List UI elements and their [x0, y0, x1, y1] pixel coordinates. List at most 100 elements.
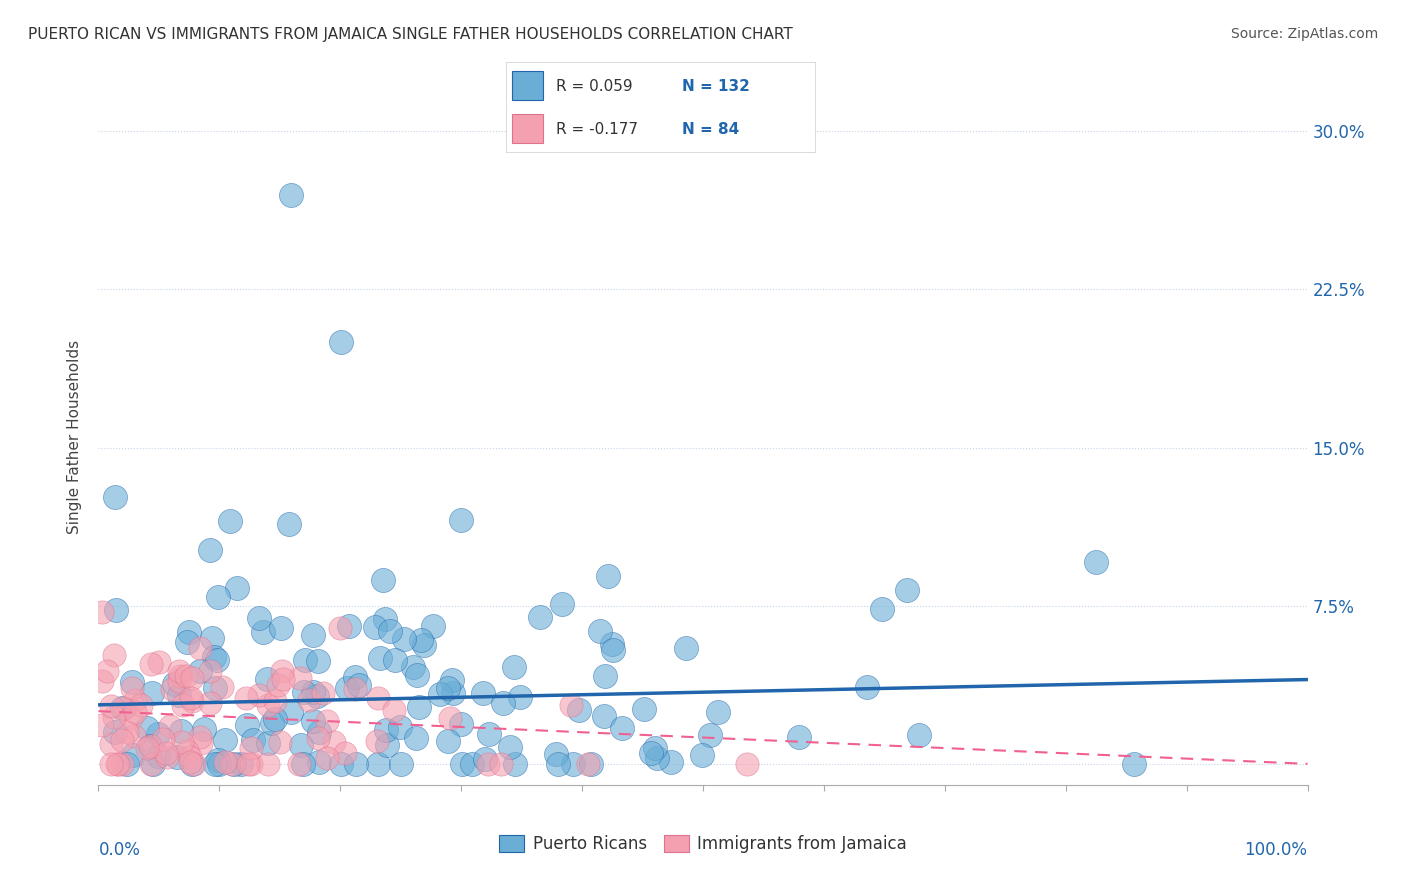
- Point: [111, 701, 134, 715]
- Point: [156, 750, 179, 764]
- Point: [96, 664, 118, 678]
- Point: [1122, 756, 1144, 771]
- Point: [405, 668, 427, 682]
- Point: [170, 735, 193, 749]
- Point: [207, 591, 229, 605]
- Point: [367, 756, 389, 771]
- Point: [105, 756, 128, 771]
- Point: [316, 751, 339, 765]
- Point: [264, 712, 287, 726]
- Point: [561, 756, 583, 771]
- Point: [450, 513, 472, 527]
- Point: [247, 688, 270, 702]
- Point: [193, 722, 215, 736]
- Point: [214, 733, 236, 747]
- Point: [389, 756, 412, 771]
- Point: [104, 603, 127, 617]
- Point: [329, 621, 352, 635]
- Point: [179, 749, 201, 764]
- Point: [260, 715, 283, 730]
- Point: [908, 728, 931, 742]
- Point: [236, 756, 259, 771]
- Point: [264, 694, 287, 708]
- Point: [174, 669, 197, 683]
- Point: [344, 682, 367, 697]
- Point: [375, 738, 398, 752]
- Point: [491, 756, 513, 771]
- Text: N = 132: N = 132: [682, 79, 751, 94]
- Point: [375, 723, 398, 738]
- Point: [257, 736, 280, 750]
- Text: N = 84: N = 84: [682, 122, 740, 136]
- Point: [402, 660, 425, 674]
- Point: [706, 706, 728, 720]
- Point: [307, 731, 329, 746]
- Point: [204, 681, 226, 695]
- Point: [870, 601, 893, 615]
- Point: [413, 639, 436, 653]
- Point: [394, 632, 416, 647]
- Point: [509, 690, 531, 705]
- Point: [441, 673, 464, 687]
- Point: [735, 756, 758, 771]
- Point: [492, 696, 515, 710]
- Point: [429, 687, 451, 701]
- Point: [290, 738, 312, 752]
- Point: [388, 720, 411, 734]
- Point: [148, 655, 170, 669]
- Point: [167, 674, 190, 689]
- Point: [291, 756, 314, 771]
- Point: [307, 654, 329, 668]
- Point: [337, 619, 360, 633]
- Point: [141, 686, 163, 700]
- Point: [408, 699, 430, 714]
- Point: [298, 692, 321, 706]
- Point: [478, 727, 501, 741]
- Point: [288, 756, 311, 771]
- Point: [329, 756, 352, 771]
- Text: R = -0.177: R = -0.177: [555, 122, 638, 136]
- Point: [115, 756, 138, 771]
- Point: [472, 685, 495, 699]
- Point: [135, 741, 157, 756]
- Point: [267, 678, 290, 692]
- Point: [124, 692, 146, 706]
- Point: [308, 724, 330, 739]
- Point: [229, 756, 252, 771]
- Point: [344, 756, 367, 771]
- Point: [112, 700, 135, 714]
- Point: [477, 756, 499, 771]
- Point: [598, 568, 620, 582]
- Point: [204, 756, 226, 771]
- Point: [640, 746, 662, 760]
- Point: [100, 737, 122, 751]
- Point: [560, 698, 582, 713]
- Point: [343, 670, 366, 684]
- Point: [602, 643, 624, 657]
- Text: R = 0.059: R = 0.059: [555, 79, 633, 94]
- Point: [600, 637, 623, 651]
- Point: [136, 722, 159, 736]
- Point: [450, 716, 472, 731]
- Point: [121, 675, 143, 690]
- Point: [172, 698, 194, 712]
- Point: [316, 714, 339, 729]
- Point: [294, 653, 316, 667]
- Point: [595, 669, 617, 683]
- Point: [405, 731, 427, 745]
- Point: [312, 686, 335, 700]
- Point: [188, 641, 211, 656]
- Point: [235, 718, 257, 732]
- Point: [103, 648, 125, 663]
- Point: [1084, 555, 1107, 569]
- Point: [180, 694, 202, 708]
- Point: [257, 698, 280, 713]
- Point: [148, 748, 170, 763]
- Point: [645, 750, 668, 764]
- Point: [152, 732, 174, 747]
- Point: [333, 746, 356, 760]
- Point: [256, 672, 278, 686]
- Point: [180, 671, 202, 685]
- Point: [160, 682, 183, 697]
- Point: [198, 542, 221, 557]
